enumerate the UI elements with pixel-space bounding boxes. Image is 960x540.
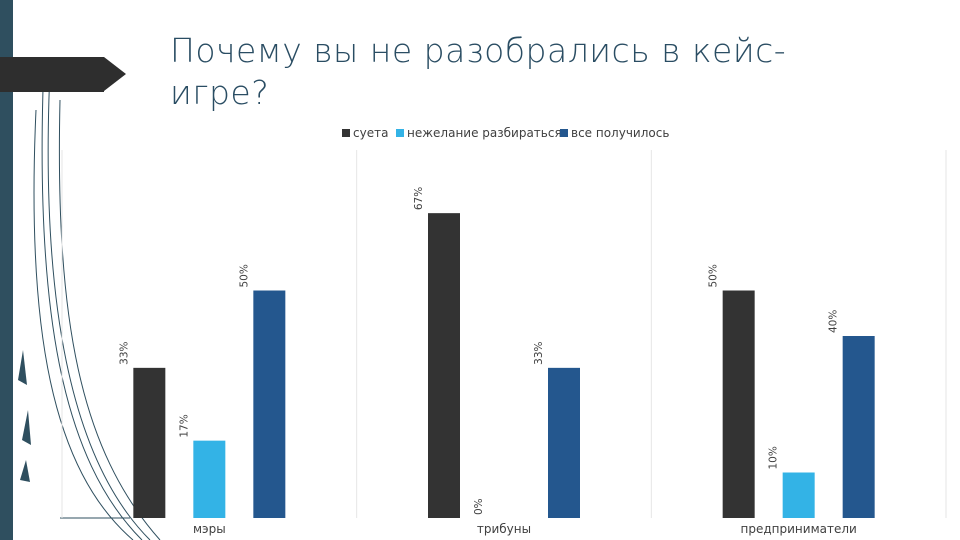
data-label-0-2: 50% (708, 264, 720, 287)
data-label-2-1: 33% (533, 341, 545, 364)
legend-label-1: нежелание разбираться (407, 126, 562, 140)
category-label-1: трибуны (477, 522, 531, 536)
left-accent-band (0, 0, 13, 540)
title-accent-tab (0, 57, 104, 92)
category-dividers (61, 150, 947, 518)
category-label-2: предприниматели (741, 522, 857, 536)
chart-data-labels: 33% 17% 50% 67% 0% 33% 50% 10% 40% (118, 187, 839, 515)
chart-legend: суета нежелание разбираться все получилось (342, 126, 669, 140)
bar-0-2 (722, 290, 755, 518)
bar-0-0 (133, 367, 166, 518)
chart-category-labels: мэры трибуны предприниматели (193, 522, 857, 536)
data-label-1-1: 0% (473, 498, 485, 515)
bar-0-1 (428, 213, 460, 518)
category-label-0: мэры (193, 522, 226, 536)
data-label-1-0: 17% (178, 414, 190, 437)
data-label-0-0: 33% (118, 341, 130, 364)
bar-2-1 (548, 367, 580, 518)
title-accent-tab-point (104, 57, 126, 91)
slide-title: Почему вы не разобрались в кейс-игре? (170, 31, 787, 112)
legend-swatch-2 (560, 129, 568, 137)
data-label-1-2: 10% (768, 446, 780, 469)
data-label-0-1: 67% (413, 187, 425, 210)
legend-swatch-0 (342, 129, 350, 137)
bar-1-0 (193, 440, 226, 518)
legend-swatch-1 (396, 129, 404, 137)
bar-1-2 (782, 472, 815, 518)
bar-2-2 (842, 336, 875, 518)
legend-label-0: суета (353, 126, 388, 140)
chart-bars (133, 213, 875, 518)
data-label-2-2: 40% (828, 310, 840, 333)
legend-label-2: все получилось (571, 126, 669, 140)
bar-2-0 (253, 290, 286, 518)
data-label-2-0: 50% (238, 264, 250, 287)
